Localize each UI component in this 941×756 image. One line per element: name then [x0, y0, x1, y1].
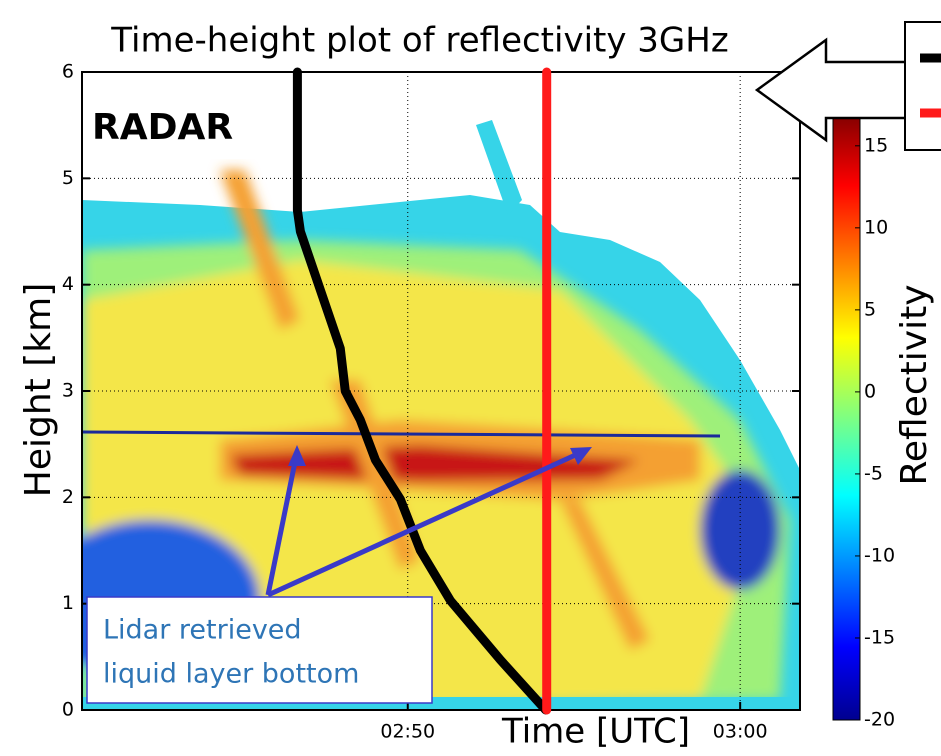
chart-title: Time-height plot of reflectivity 3GHz	[110, 21, 728, 61]
legend	[905, 22, 941, 150]
colorbar-tick-label: -10	[864, 544, 895, 566]
colorbar	[833, 113, 860, 720]
colorbar-tick-label: -15	[864, 626, 895, 648]
colorbar-tick-label: -20	[864, 709, 895, 731]
x-axis-label: Time [UTC]	[501, 712, 690, 752]
y-tick-label: 6	[62, 61, 74, 83]
colorbar-label: Reflectivity	[894, 284, 935, 485]
colorbar-tick-label: 15	[864, 134, 888, 156]
y-axis-label: Height [km]	[18, 283, 59, 497]
y-tick-label: 4	[62, 273, 74, 295]
colorbar-tick-label: 5	[864, 298, 876, 320]
chart: 0 1 2 3 4 5 6 02:50 03:00 Time-height plot of re…	[0, 0, 941, 756]
lidar-label: Lidar retrieved	[103, 615, 302, 646]
y-tick-label: 1	[62, 592, 74, 614]
y-tick-label: 0	[62, 699, 74, 721]
radar-label: RADAR	[92, 107, 233, 148]
colorbar-tick-label: -5	[864, 462, 883, 484]
y-tick-label: 3	[62, 380, 74, 402]
colorbar-tick-label: 10	[864, 216, 888, 238]
lidar-label: liquid layer bottom	[103, 659, 359, 690]
x-tick-label: 03:00	[713, 721, 768, 743]
colorbar-tick-label: 0	[864, 380, 876, 402]
y-tick-label: 2	[62, 486, 74, 508]
x-tick-label: 02:50	[380, 721, 435, 743]
y-tick-label: 5	[62, 167, 74, 189]
